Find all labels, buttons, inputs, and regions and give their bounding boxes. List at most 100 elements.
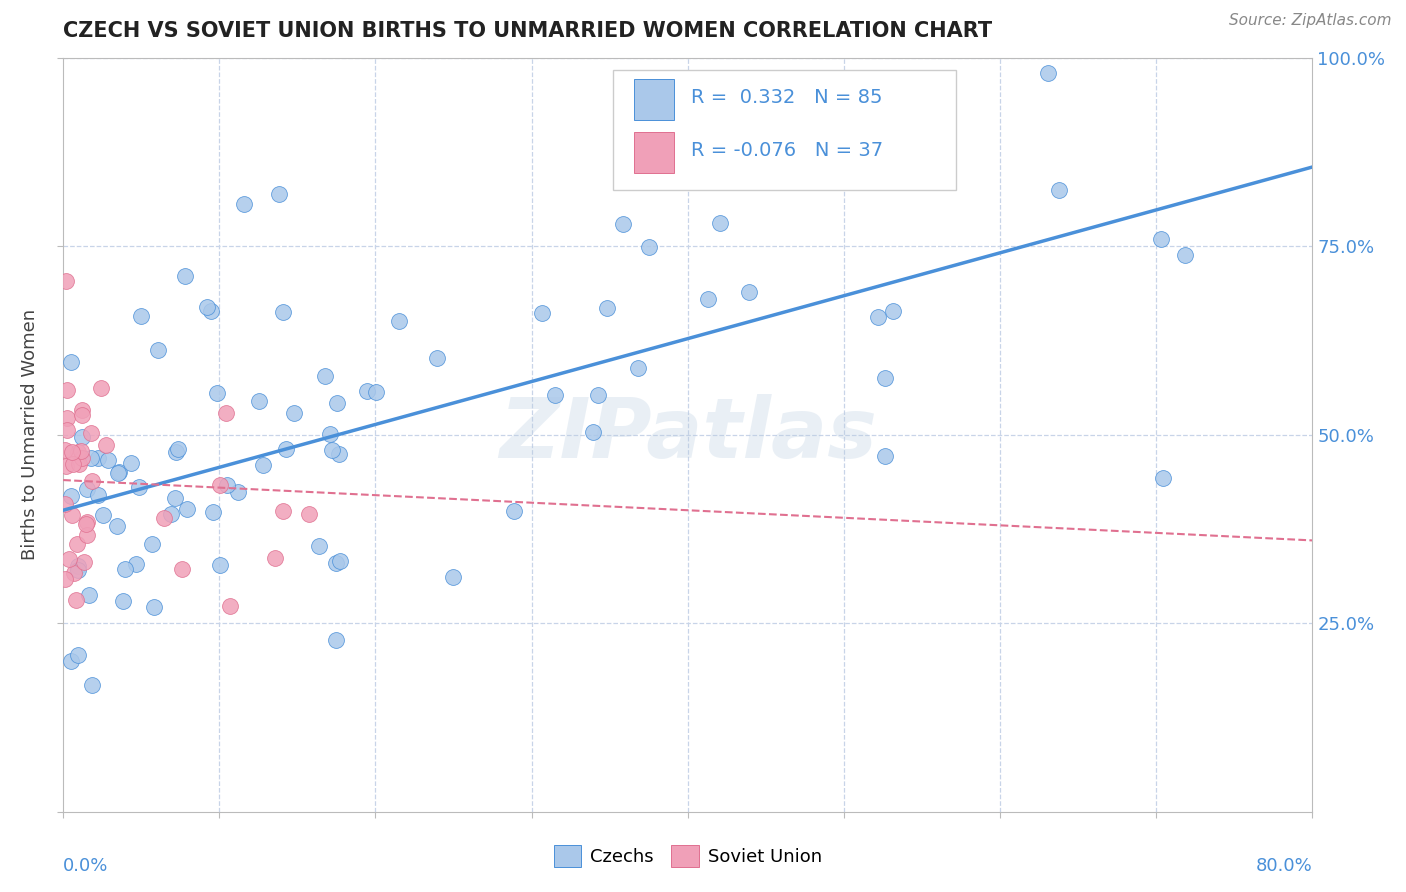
Point bbox=[200, 304, 222, 318]
Point bbox=[76, 528, 98, 542]
Point bbox=[214, 406, 236, 420]
Point bbox=[165, 444, 187, 458]
Point bbox=[308, 539, 330, 553]
Point bbox=[53, 442, 76, 457]
Point bbox=[441, 570, 464, 584]
Point bbox=[91, 508, 114, 523]
Point bbox=[53, 572, 76, 586]
Point bbox=[232, 196, 254, 211]
Point bbox=[170, 562, 193, 576]
Point bbox=[219, 599, 242, 613]
Point bbox=[97, 453, 120, 467]
Point bbox=[195, 300, 218, 314]
Point bbox=[59, 654, 82, 668]
Point bbox=[247, 394, 270, 409]
Point bbox=[128, 480, 150, 494]
Point bbox=[112, 594, 135, 608]
Point bbox=[426, 351, 449, 365]
Point bbox=[866, 310, 889, 324]
Text: 80.0%: 80.0% bbox=[1256, 857, 1312, 875]
Legend: Czechs, Soviet Union: Czechs, Soviet Union bbox=[547, 838, 830, 874]
Point bbox=[120, 455, 142, 469]
Point bbox=[60, 508, 83, 523]
Point bbox=[148, 343, 170, 358]
Point bbox=[143, 599, 166, 614]
Point bbox=[141, 537, 163, 551]
Point bbox=[586, 388, 609, 402]
Point bbox=[167, 442, 190, 456]
Point bbox=[86, 451, 108, 466]
Point bbox=[637, 240, 659, 254]
Point bbox=[319, 427, 342, 442]
Point bbox=[298, 508, 321, 522]
Point bbox=[612, 217, 634, 231]
Point bbox=[792, 137, 814, 152]
Point bbox=[328, 447, 350, 461]
Point bbox=[882, 303, 904, 318]
Point bbox=[503, 504, 526, 518]
Point bbox=[76, 483, 98, 497]
Point bbox=[321, 443, 343, 458]
Point bbox=[69, 443, 91, 458]
Point bbox=[1152, 471, 1174, 485]
Point bbox=[267, 186, 290, 201]
Point bbox=[1150, 232, 1173, 246]
Point bbox=[67, 563, 90, 577]
Point bbox=[697, 293, 720, 307]
FancyBboxPatch shape bbox=[613, 70, 956, 190]
Y-axis label: Births to Unmarried Women: Births to Unmarried Women bbox=[21, 310, 39, 560]
Point bbox=[66, 648, 89, 663]
Text: R =  0.332   N = 85: R = 0.332 N = 85 bbox=[692, 88, 883, 107]
Text: 0.0%: 0.0% bbox=[63, 857, 108, 875]
Point bbox=[582, 425, 605, 439]
Point bbox=[314, 368, 336, 383]
Point bbox=[276, 442, 298, 457]
Point bbox=[329, 554, 352, 568]
Point bbox=[364, 384, 387, 399]
Point bbox=[107, 467, 129, 481]
Point bbox=[55, 274, 77, 288]
Point bbox=[56, 411, 79, 425]
Point bbox=[65, 537, 87, 551]
Point bbox=[811, 133, 834, 147]
Point bbox=[165, 491, 187, 505]
Text: Source: ZipAtlas.com: Source: ZipAtlas.com bbox=[1229, 13, 1392, 29]
Point bbox=[252, 458, 274, 473]
Point bbox=[738, 285, 761, 300]
Point bbox=[530, 306, 553, 320]
Point bbox=[73, 555, 96, 569]
Point bbox=[66, 558, 89, 573]
Point bbox=[263, 551, 285, 566]
Point bbox=[56, 423, 79, 437]
Point bbox=[70, 408, 93, 422]
Point bbox=[58, 551, 80, 566]
Point bbox=[62, 457, 84, 471]
Point bbox=[53, 497, 76, 511]
Point bbox=[76, 515, 98, 529]
Point bbox=[388, 313, 411, 327]
Point bbox=[627, 361, 650, 376]
Point bbox=[108, 465, 131, 479]
Point bbox=[356, 384, 378, 398]
Point bbox=[283, 406, 305, 420]
Point bbox=[105, 519, 128, 533]
Point bbox=[114, 562, 136, 576]
Point bbox=[875, 371, 897, 385]
Point bbox=[70, 430, 93, 444]
Point bbox=[129, 309, 152, 323]
Point bbox=[1174, 248, 1197, 262]
Point bbox=[80, 678, 103, 692]
Point bbox=[325, 556, 347, 570]
Point bbox=[271, 504, 294, 518]
Point bbox=[80, 475, 103, 489]
Text: CZECH VS SOVIET UNION BIRTHS TO UNMARRIED WOMEN CORRELATION CHART: CZECH VS SOVIET UNION BIRTHS TO UNMARRIE… bbox=[63, 21, 993, 41]
Point bbox=[67, 457, 90, 471]
Point bbox=[89, 381, 111, 395]
Point bbox=[59, 355, 82, 369]
Point bbox=[912, 138, 935, 153]
Point bbox=[70, 403, 93, 417]
Point bbox=[325, 632, 347, 647]
Point bbox=[65, 592, 87, 607]
Point bbox=[271, 305, 294, 319]
Point bbox=[75, 517, 97, 532]
